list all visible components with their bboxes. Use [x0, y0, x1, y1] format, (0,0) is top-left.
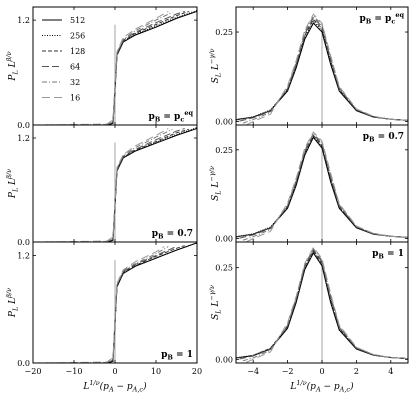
series-128-line — [236, 249, 408, 360]
series-16-line — [33, 128, 169, 242]
y-tick-label: 0.00 — [215, 355, 233, 364]
series-256-line — [236, 20, 408, 121]
x-tick-label: −10 — [66, 367, 83, 376]
series-32-line — [242, 15, 408, 124]
legend-label: 16 — [70, 94, 80, 103]
series-32-line — [33, 128, 173, 242]
series-64-line — [33, 246, 177, 363]
series-16-line — [246, 246, 408, 363]
panel-right-middle: 0.00 0.25 SL​ L−γ/ν​ pB​ = 0.7 — [208, 124, 409, 243]
panel-left-middle: 0.0 1.2 PL​ Lβ/ν​ pB​ = 0.7 — [5, 124, 198, 247]
x-tick-label: 10 — [151, 367, 161, 376]
x-tick-label: −4 — [247, 367, 259, 376]
panel-left-top: 0.0 1.2 PL​ Lβ/ν​ pB​ = pc​eq​ — [5, 6, 198, 130]
y-tick-label: 0.0 — [17, 121, 30, 130]
y-tick-label: 0.0 — [17, 238, 30, 247]
series-16-line — [246, 13, 408, 125]
series-32-line — [33, 11, 173, 125]
y-axis-label: PL​ Lβ/ν​ — [5, 169, 20, 199]
panel-annotation: pB​ = pc​eq​ — [359, 11, 404, 26]
legend: 512 256 128 64 32 16 — [42, 16, 85, 103]
series-512-line — [33, 242, 197, 363]
series-32-line — [242, 247, 408, 362]
x-tick-label: 0 — [112, 367, 117, 376]
x-tick-label: 4 — [388, 367, 393, 376]
legend-label: 128 — [70, 47, 85, 56]
series-128-line — [33, 10, 189, 125]
y-axis-label: PL​ Lβ/ν​ — [5, 288, 20, 318]
x-tick-label: 2 — [354, 367, 359, 376]
panel-annotation: pB​ = pc​eq​ — [148, 109, 193, 124]
y-tick-label: 1.2 — [17, 251, 30, 260]
y-tick-label: 0.25 — [215, 264, 233, 273]
panel-annotation: pB​ = 1 — [372, 249, 404, 261]
x-axis-label: L1/ν​(pA​ − pA,c​) — [289, 379, 354, 394]
panel-annotation: pB​ = 0.7 — [152, 229, 193, 241]
series-64-line — [33, 128, 185, 242]
series-256-line — [33, 10, 197, 125]
x-axis-label: L1/ν​(pA​ − pA,c​) — [82, 379, 147, 394]
series-128-line — [33, 245, 185, 363]
y-tick-label: 0.00 — [215, 234, 233, 243]
series-64-line — [33, 10, 185, 125]
series-512-line — [236, 252, 408, 360]
y-tick-label: 0.25 — [215, 146, 233, 155]
series-256-line — [236, 135, 408, 238]
y-axis-label: SL​ L−γ/ν​ — [208, 285, 223, 320]
y-tick-label: 0.25 — [215, 28, 233, 37]
series-256-line — [236, 250, 408, 360]
panel-annotation: pB​ = 1 — [161, 350, 193, 362]
x-tick-label: −20 — [25, 367, 42, 376]
legend-label: 32 — [70, 78, 80, 87]
series-32-line — [33, 246, 169, 363]
y-axis-label: SL​ L−γ/ν​ — [208, 49, 223, 84]
y-axis-label: SL​ L−γ/ν​ — [208, 166, 223, 201]
y-tick-label: 1.2 — [17, 16, 30, 25]
y-tick-label: 0.0 — [17, 359, 30, 368]
series-16-line — [246, 131, 408, 242]
series-16-line — [33, 10, 169, 125]
series-64-line — [239, 133, 408, 239]
y-tick-label: 0.00 — [215, 117, 233, 126]
legend-label: 512 — [70, 16, 85, 25]
panel-left-bottom: 0.0 1.2 −20 −10 0 10 20 PL​ Lβ/ν​ L1/ν​(pA​ − pA… — [5, 241, 202, 394]
series-32-line — [242, 132, 408, 241]
y-tick-label: 1.2 — [17, 134, 30, 143]
x-tick-label: −2 — [282, 367, 294, 376]
series-16-line — [33, 246, 165, 363]
x-tick-label: 0 — [319, 367, 324, 376]
legend-label: 256 — [70, 32, 85, 41]
series-128-line — [236, 134, 408, 238]
legend-label: 64 — [70, 63, 80, 72]
series-128-line — [33, 128, 189, 242]
panel-right-bottom: 0.00 0.25 −4 −2 0 2 4 SL​ L−γ/ν​ L1/ν​(pA​ − pA,… — [208, 241, 409, 394]
y-axis-label: PL​ Lβ/ν​ — [5, 51, 20, 81]
series-64-line — [239, 16, 408, 122]
panel-right-top: 0.00 0.25 SL​ L−γ/ν​ pB​ = pc​eq​ — [208, 6, 409, 126]
x-tick-label: 20 — [192, 367, 202, 376]
panel-annotation: pB​ = 0.7 — [363, 132, 404, 144]
